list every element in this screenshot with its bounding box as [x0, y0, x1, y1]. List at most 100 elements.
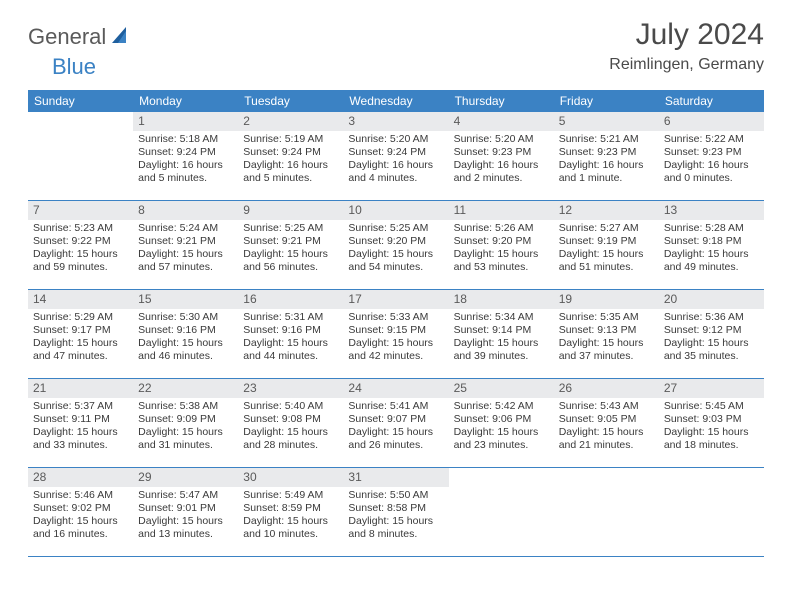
day1-text: Daylight: 15 hours [138, 515, 233, 528]
sunset-text: Sunset: 9:24 PM [138, 146, 233, 159]
sunset-text: Sunset: 9:22 PM [33, 235, 128, 248]
day-number: 30 [238, 468, 343, 487]
week-row: 21Sunrise: 5:37 AMSunset: 9:11 PMDayligh… [28, 379, 764, 468]
sunrise-text: Sunrise: 5:29 AM [33, 311, 128, 324]
day-number: 2 [238, 112, 343, 131]
sunrise-text: Sunrise: 5:21 AM [559, 133, 654, 146]
sunset-text: Sunset: 9:15 PM [348, 324, 443, 337]
sunrise-text: Sunrise: 5:42 AM [454, 400, 549, 413]
day1-text: Daylight: 15 hours [33, 248, 128, 261]
sunset-text: Sunset: 9:21 PM [138, 235, 233, 248]
sunset-text: Sunset: 9:05 PM [559, 413, 654, 426]
day-cell: 28Sunrise: 5:46 AMSunset: 9:02 PMDayligh… [28, 468, 133, 556]
day-cell: 30Sunrise: 5:49 AMSunset: 8:59 PMDayligh… [238, 468, 343, 556]
day-number: 27 [659, 379, 764, 398]
weekday-header: Friday [554, 90, 659, 112]
empty-day [554, 468, 659, 556]
sunset-text: Sunset: 8:58 PM [348, 502, 443, 515]
day2-text: and 51 minutes. [559, 261, 654, 274]
month-title: July 2024 [609, 18, 764, 52]
weekday-header: Monday [133, 90, 238, 112]
day-cell: 3Sunrise: 5:20 AMSunset: 9:24 PMDaylight… [343, 112, 448, 200]
day-number: 29 [133, 468, 238, 487]
sunrise-text: Sunrise: 5:30 AM [138, 311, 233, 324]
sunrise-text: Sunrise: 5:38 AM [138, 400, 233, 413]
sunrise-text: Sunrise: 5:37 AM [33, 400, 128, 413]
day-number: 15 [133, 290, 238, 309]
day-cell: 29Sunrise: 5:47 AMSunset: 9:01 PMDayligh… [133, 468, 238, 556]
day-cell: 12Sunrise: 5:27 AMSunset: 9:19 PMDayligh… [554, 201, 659, 289]
day-cell: 5Sunrise: 5:21 AMSunset: 9:23 PMDaylight… [554, 112, 659, 200]
day1-text: Daylight: 15 hours [559, 248, 654, 261]
sunset-text: Sunset: 9:01 PM [138, 502, 233, 515]
sunrise-text: Sunrise: 5:19 AM [243, 133, 338, 146]
day-cell: 2Sunrise: 5:19 AMSunset: 9:24 PMDaylight… [238, 112, 343, 200]
day1-text: Daylight: 15 hours [243, 248, 338, 261]
day-cell: 24Sunrise: 5:41 AMSunset: 9:07 PMDayligh… [343, 379, 448, 467]
weekday-header-row: SundayMondayTuesdayWednesdayThursdayFrid… [28, 90, 764, 112]
sail-icon [110, 25, 132, 50]
sunset-text: Sunset: 8:59 PM [243, 502, 338, 515]
day1-text: Daylight: 15 hours [138, 426, 233, 439]
sunrise-text: Sunrise: 5:40 AM [243, 400, 338, 413]
day-body: Sunrise: 5:45 AMSunset: 9:03 PMDaylight:… [659, 398, 764, 457]
sunrise-text: Sunrise: 5:27 AM [559, 222, 654, 235]
day-cell: 27Sunrise: 5:45 AMSunset: 9:03 PMDayligh… [659, 379, 764, 467]
day-number: 9 [238, 201, 343, 220]
day-body: Sunrise: 5:42 AMSunset: 9:06 PMDaylight:… [449, 398, 554, 457]
day1-text: Daylight: 15 hours [243, 337, 338, 350]
day-cell: 23Sunrise: 5:40 AMSunset: 9:08 PMDayligh… [238, 379, 343, 467]
sunrise-text: Sunrise: 5:23 AM [33, 222, 128, 235]
sunrise-text: Sunrise: 5:26 AM [454, 222, 549, 235]
day1-text: Daylight: 15 hours [33, 515, 128, 528]
weeks-container: 1Sunrise: 5:18 AMSunset: 9:24 PMDaylight… [28, 112, 764, 557]
sunset-text: Sunset: 9:20 PM [454, 235, 549, 248]
day-cell: 11Sunrise: 5:26 AMSunset: 9:20 PMDayligh… [449, 201, 554, 289]
day1-text: Daylight: 15 hours [138, 337, 233, 350]
day-cell: 7Sunrise: 5:23 AMSunset: 9:22 PMDaylight… [28, 201, 133, 289]
week-row: 1Sunrise: 5:18 AMSunset: 9:24 PMDaylight… [28, 112, 764, 201]
day-body: Sunrise: 5:21 AMSunset: 9:23 PMDaylight:… [554, 131, 659, 190]
day-cell: 15Sunrise: 5:30 AMSunset: 9:16 PMDayligh… [133, 290, 238, 378]
empty-day [659, 468, 764, 556]
weekday-header: Tuesday [238, 90, 343, 112]
day-body: Sunrise: 5:40 AMSunset: 9:08 PMDaylight:… [238, 398, 343, 457]
day-number: 3 [343, 112, 448, 131]
sunset-text: Sunset: 9:16 PM [243, 324, 338, 337]
day2-text: and 31 minutes. [138, 439, 233, 452]
sunrise-text: Sunrise: 5:49 AM [243, 489, 338, 502]
sunrise-text: Sunrise: 5:33 AM [348, 311, 443, 324]
logo: General [28, 18, 136, 50]
sunrise-text: Sunrise: 5:28 AM [664, 222, 759, 235]
day2-text: and 49 minutes. [664, 261, 759, 274]
day-body: Sunrise: 5:29 AMSunset: 9:17 PMDaylight:… [28, 309, 133, 368]
sunset-text: Sunset: 9:18 PM [664, 235, 759, 248]
sunrise-text: Sunrise: 5:46 AM [33, 489, 128, 502]
day1-text: Daylight: 15 hours [348, 426, 443, 439]
day-body: Sunrise: 5:50 AMSunset: 8:58 PMDaylight:… [343, 487, 448, 546]
day-body: Sunrise: 5:20 AMSunset: 9:24 PMDaylight:… [343, 131, 448, 190]
sunset-text: Sunset: 9:02 PM [33, 502, 128, 515]
sunset-text: Sunset: 9:17 PM [33, 324, 128, 337]
day1-text: Daylight: 15 hours [664, 337, 759, 350]
day-cell: 20Sunrise: 5:36 AMSunset: 9:12 PMDayligh… [659, 290, 764, 378]
day2-text: and 54 minutes. [348, 261, 443, 274]
day1-text: Daylight: 15 hours [664, 248, 759, 261]
day-body: Sunrise: 5:36 AMSunset: 9:12 PMDaylight:… [659, 309, 764, 368]
empty-day [28, 112, 133, 200]
day-cell: 6Sunrise: 5:22 AMSunset: 9:23 PMDaylight… [659, 112, 764, 200]
day-body: Sunrise: 5:49 AMSunset: 8:59 PMDaylight:… [238, 487, 343, 546]
day-number: 31 [343, 468, 448, 487]
day-body: Sunrise: 5:27 AMSunset: 9:19 PMDaylight:… [554, 220, 659, 279]
sunset-text: Sunset: 9:19 PM [559, 235, 654, 248]
day2-text: and 1 minute. [559, 172, 654, 185]
day-number: 1 [133, 112, 238, 131]
day-cell: 19Sunrise: 5:35 AMSunset: 9:13 PMDayligh… [554, 290, 659, 378]
day-cell: 25Sunrise: 5:42 AMSunset: 9:06 PMDayligh… [449, 379, 554, 467]
sunset-text: Sunset: 9:11 PM [33, 413, 128, 426]
day2-text: and 46 minutes. [138, 350, 233, 363]
day1-text: Daylight: 15 hours [243, 515, 338, 528]
weekday-header: Saturday [659, 90, 764, 112]
day-cell: 4Sunrise: 5:20 AMSunset: 9:23 PMDaylight… [449, 112, 554, 200]
day1-text: Daylight: 15 hours [348, 515, 443, 528]
